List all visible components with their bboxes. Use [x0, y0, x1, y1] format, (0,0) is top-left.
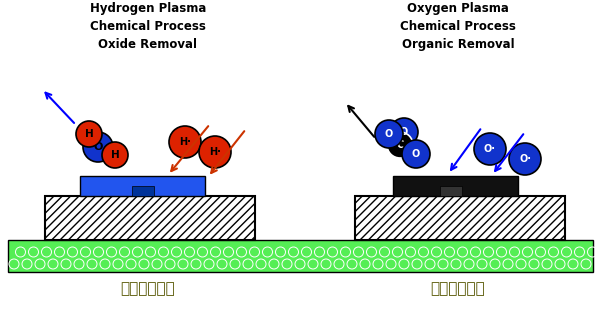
Bar	[393, 176, 518, 196]
Circle shape	[509, 143, 541, 175]
Text: O: O	[385, 129, 393, 139]
Text: 化学清洗工艺: 化学清洗工艺	[121, 281, 175, 296]
Bar	[355, 196, 565, 240]
Text: O·: O·	[519, 154, 531, 164]
Bar	[132, 186, 154, 196]
Text: H: H	[85, 129, 93, 139]
Text: O·: O·	[484, 144, 496, 154]
Text: H·: H·	[209, 147, 221, 157]
Text: Hydrogen Plasma
Chemical Process
Oxide Removal: Hydrogen Plasma Chemical Process Oxide R…	[90, 2, 206, 51]
Circle shape	[474, 133, 506, 165]
Text: O: O	[400, 127, 408, 137]
Circle shape	[199, 136, 231, 168]
Circle shape	[83, 132, 113, 162]
Bar	[45, 196, 255, 240]
Text: C: C	[397, 140, 404, 150]
Bar	[80, 176, 205, 196]
Bar	[8, 240, 593, 272]
Text: Oxygen Plasma
Chemical Process
Organic Removal: Oxygen Plasma Chemical Process Organic R…	[400, 2, 516, 51]
Text: O: O	[93, 142, 103, 152]
Text: H: H	[111, 150, 120, 160]
Circle shape	[375, 120, 403, 148]
Circle shape	[387, 132, 413, 158]
Circle shape	[402, 140, 430, 168]
Text: 化学清洗工艺: 化学清洗工艺	[431, 281, 486, 296]
Text: O: O	[412, 149, 420, 159]
Circle shape	[102, 142, 128, 168]
Bar	[440, 186, 462, 196]
Circle shape	[169, 126, 201, 158]
Circle shape	[390, 118, 418, 146]
Text: H·: H·	[179, 137, 191, 147]
Circle shape	[76, 121, 102, 147]
